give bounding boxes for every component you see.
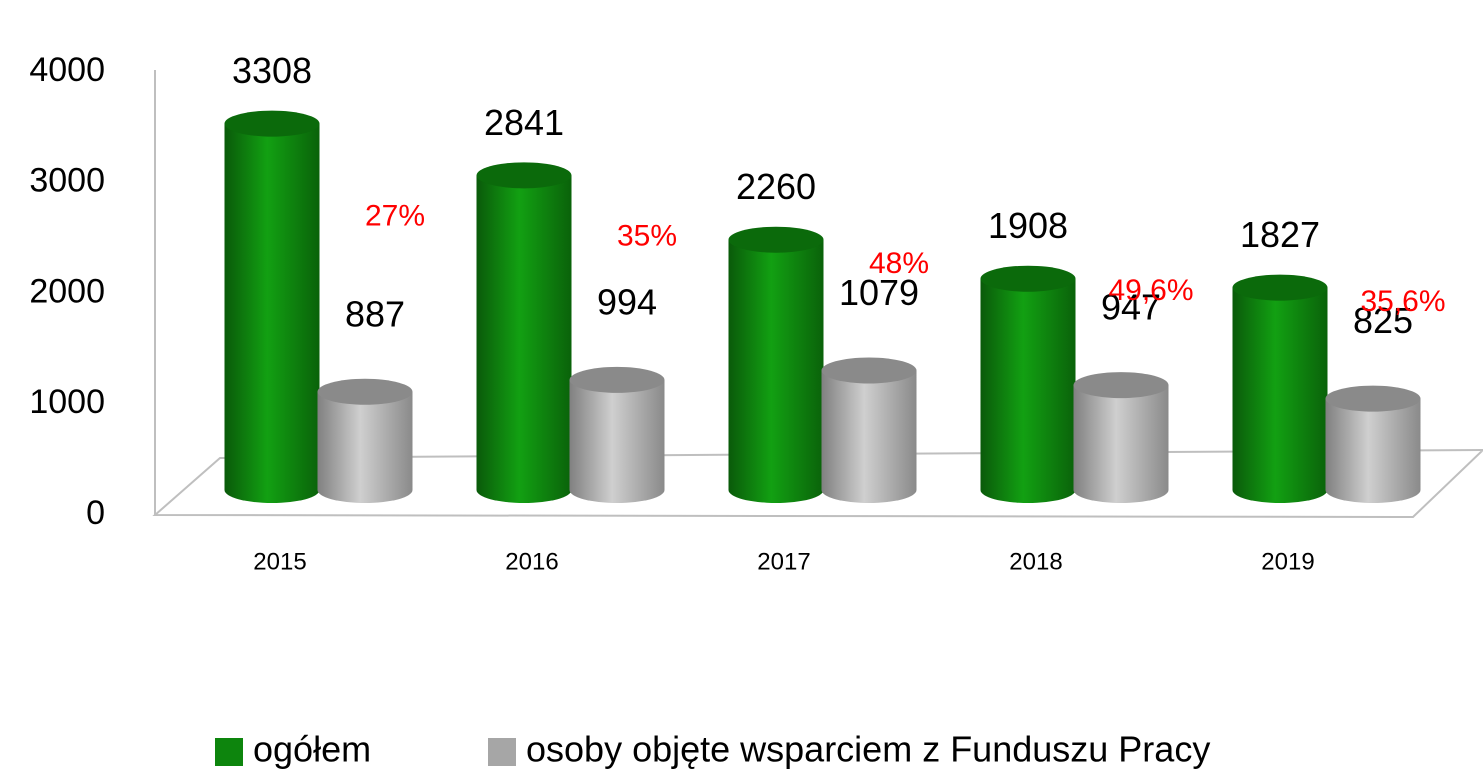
cylinder-top	[1073, 372, 1169, 399]
floor	[152, 448, 1483, 519]
cylinder-top	[728, 226, 824, 253]
cylinder	[476, 175, 572, 504]
value-label: 1908	[988, 205, 1068, 246]
x-tick-label: 2016	[505, 548, 558, 575]
legend-swatch	[488, 738, 516, 766]
value-label: 887	[345, 293, 405, 334]
legend-label: ogółem	[253, 729, 371, 770]
x-tick-label: 2017	[757, 548, 810, 575]
cylinder	[1232, 287, 1328, 504]
cylinder-top	[317, 378, 413, 405]
value-label: 3308	[232, 50, 312, 91]
value-label: 1079	[839, 272, 919, 313]
value-label: 2260	[736, 166, 816, 207]
value-label: 947	[1101, 287, 1161, 328]
cylinder-top	[1232, 274, 1328, 301]
cylinder	[317, 391, 413, 504]
x-tick-label: 2019	[1261, 548, 1314, 575]
cylinder-top	[569, 366, 665, 393]
annotation: 35%	[617, 220, 677, 253]
cylinder-top	[980, 265, 1076, 292]
value-label: 825	[1353, 300, 1413, 341]
cylinder-top	[1325, 385, 1421, 412]
y-tick-label: 4000	[29, 51, 105, 89]
cylinder	[569, 379, 665, 504]
y-tick-label: 2000	[29, 272, 105, 310]
annotation: 35,6%	[1360, 285, 1445, 318]
x-tick-label: 2015	[253, 548, 306, 575]
cylinder	[224, 123, 320, 504]
y-tick-label: 3000	[29, 162, 105, 200]
cylinder	[1073, 385, 1169, 504]
cylinder-top	[476, 162, 572, 189]
annotation: 48%	[869, 247, 929, 280]
value-label: 994	[597, 281, 657, 322]
cylinder	[821, 370, 917, 504]
cylinder-top	[224, 110, 320, 137]
value-label: 1827	[1240, 214, 1320, 255]
cylinder-top	[821, 357, 917, 384]
y-tick-label: 0	[86, 494, 105, 532]
cylinder	[1325, 398, 1421, 504]
x-tick-label: 2018	[1009, 548, 1062, 575]
value-label: 2841	[484, 102, 564, 143]
annotation: 49,6%	[1108, 274, 1193, 307]
legend-swatch	[215, 738, 243, 766]
annotation: 27%	[365, 200, 425, 233]
cylinder	[980, 278, 1076, 504]
legend-label: osoby objęte wsparciem z Funduszu Pracy	[526, 729, 1210, 770]
y-tick-label: 1000	[29, 383, 105, 421]
cylinder	[728, 239, 824, 504]
